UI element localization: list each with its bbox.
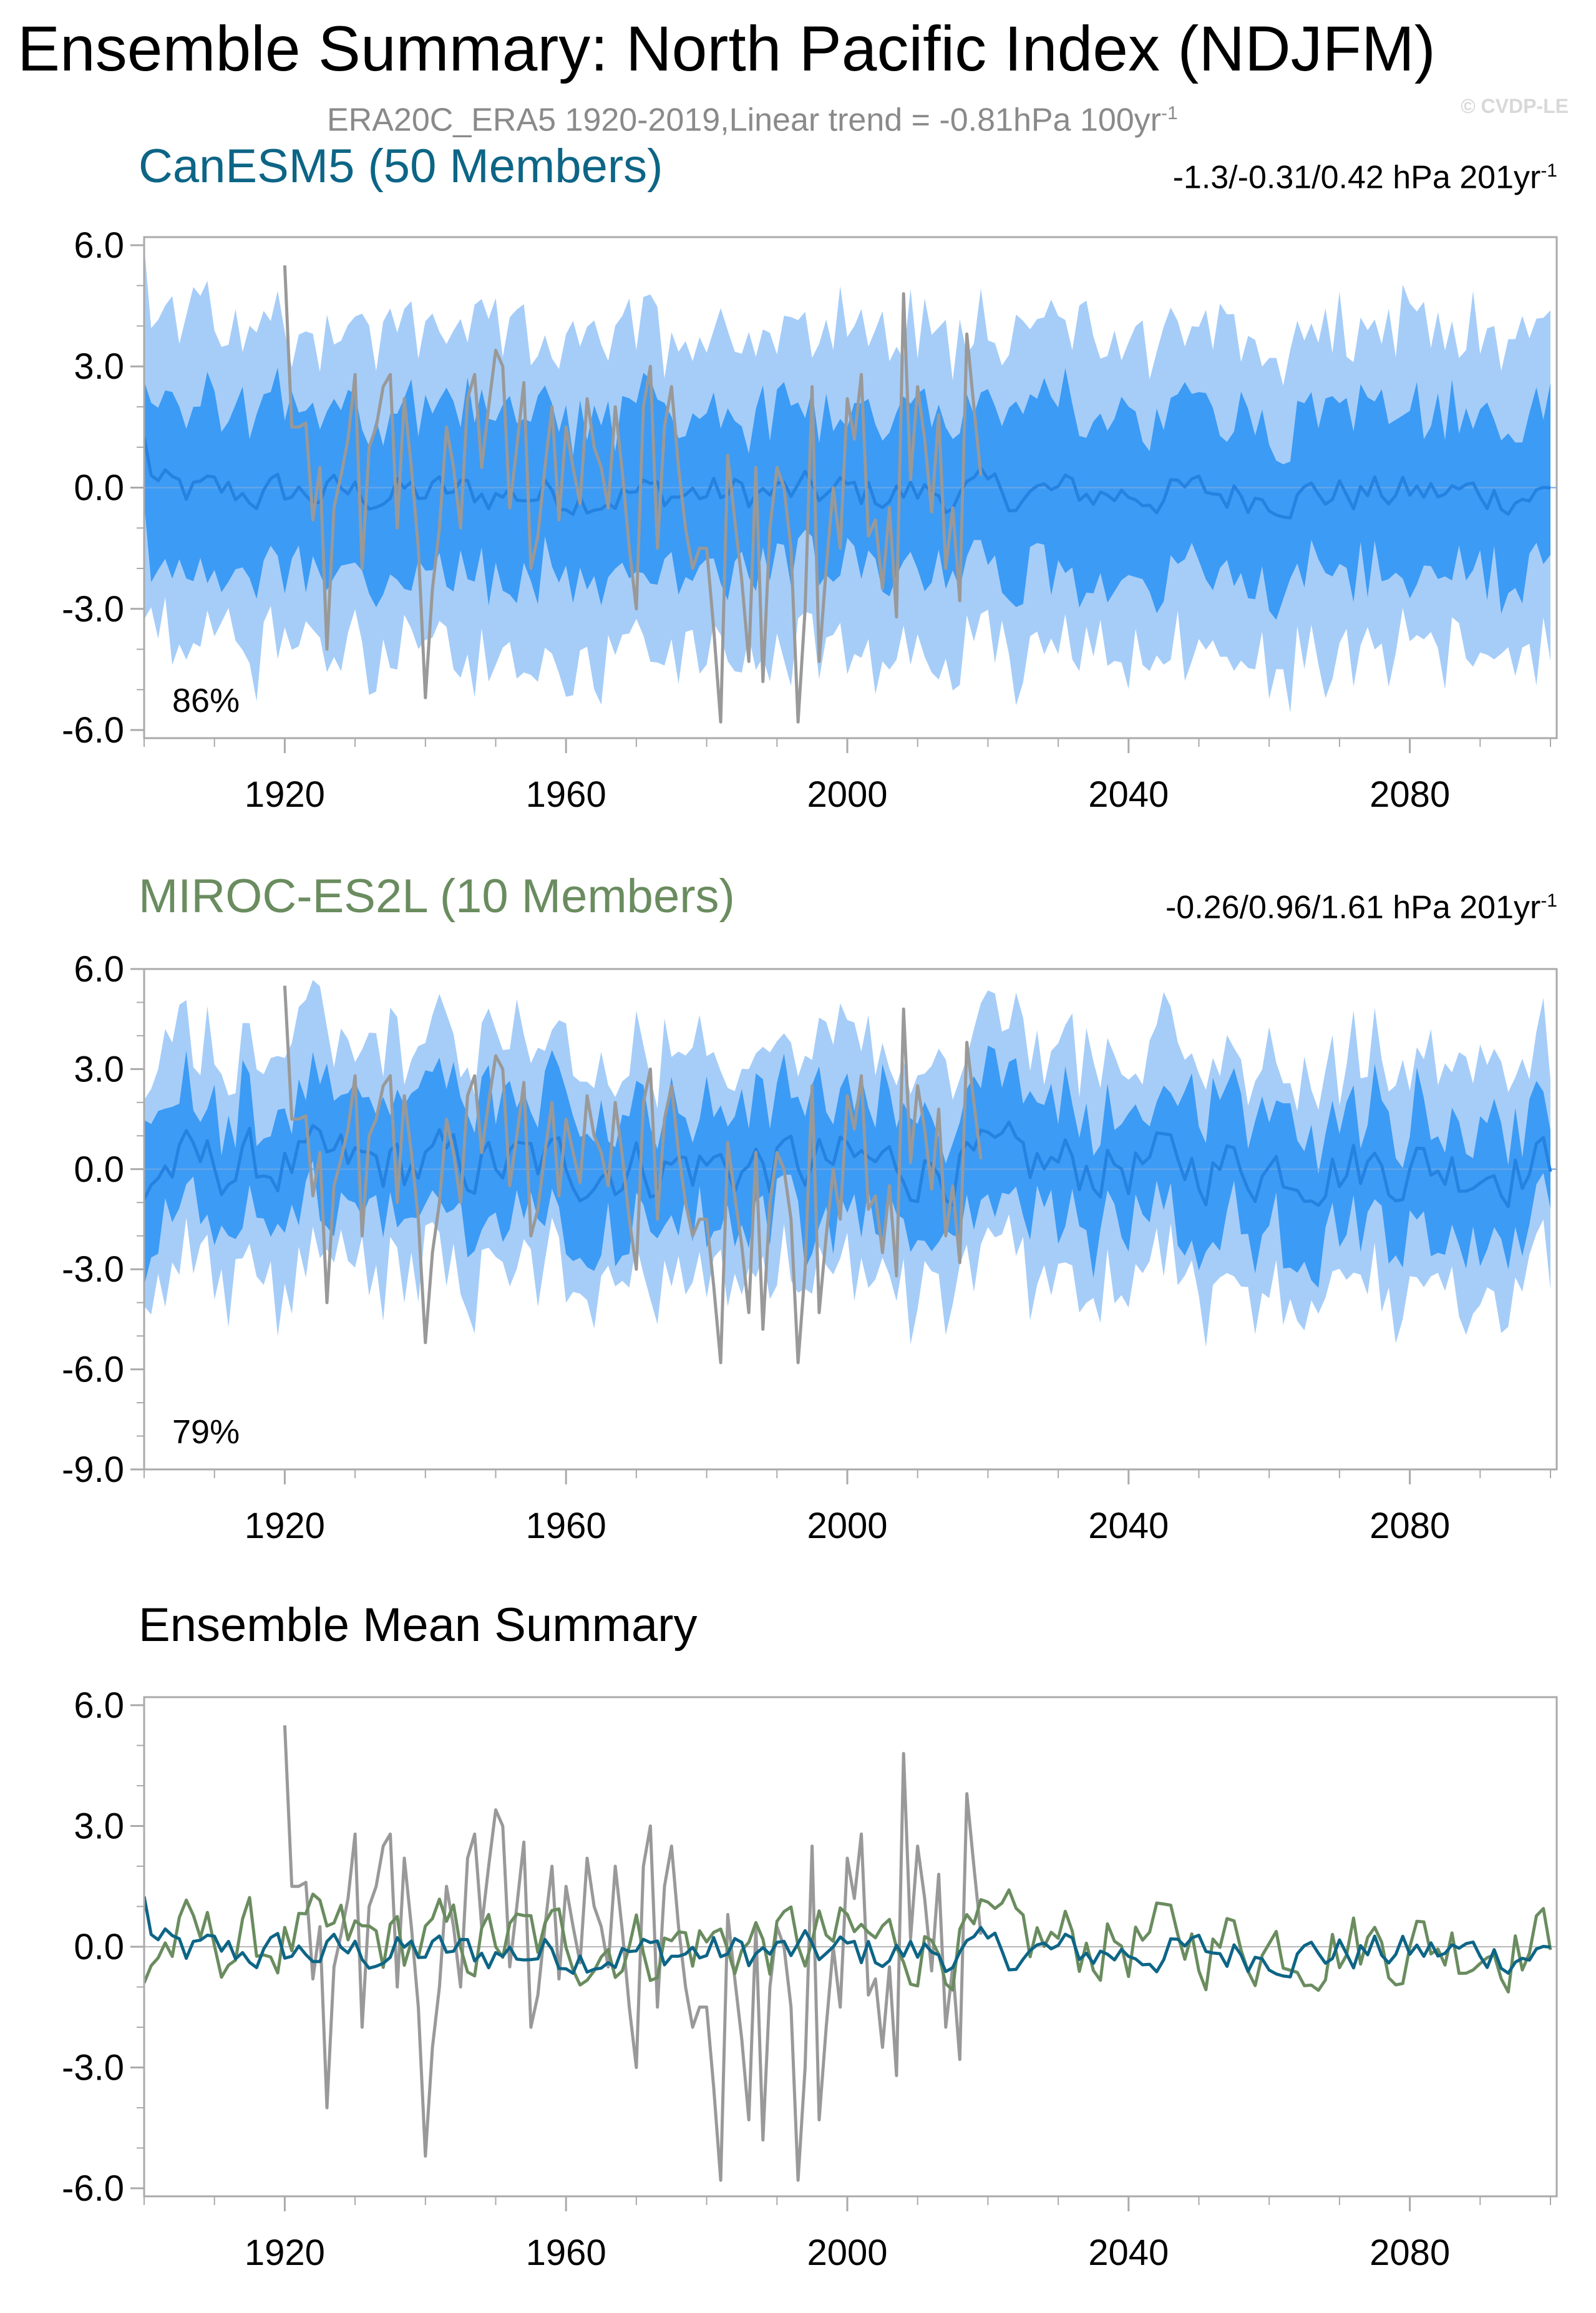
y-tick-label: 6.0 (74, 949, 124, 990)
x-tick-label: 2040 (1088, 2233, 1169, 2273)
trend-text: -0.26/0.96/1.61 hPa 201yr (1165, 889, 1541, 926)
y-tick-label: -3.0 (62, 1249, 124, 1290)
x-tick-label: 1960 (526, 2233, 606, 2273)
trend-superscript: -1 (1540, 890, 1557, 911)
percent-label: 86% (172, 682, 240, 719)
panel-ensemble-mean: 6.0 3.0 0.0 -3.0 -6.0 1920 1960 2000 2040 2080 (62, 1685, 1558, 2273)
x-tick-label: 2080 (1370, 2233, 1450, 2273)
x-tick-label: 1960 (526, 774, 606, 815)
panel-title-canesm5: CanESM5 (50 Members) (139, 140, 663, 193)
y-tick-label: -3.0 (62, 2048, 124, 2088)
panel-title-miroc: MIROC-ES2L (10 Members) (139, 870, 735, 923)
y-tick-label: -6.0 (62, 1350, 124, 1390)
inner-range-band (144, 1045, 1550, 1288)
y-tick-label: 0.0 (74, 1927, 124, 1967)
x-tick-label: 2000 (807, 2233, 887, 2273)
figure-title: Ensemble Summary: North Pacific Index (N… (17, 13, 1436, 84)
x-tick-label: 1920 (245, 774, 325, 815)
x-tick-label: 2040 (1088, 1506, 1169, 1546)
inner-range-band (144, 368, 1550, 620)
y-tick-label: 3.0 (74, 1806, 124, 1846)
x-tick-label: 2000 (807, 1506, 887, 1546)
panel-trend-miroc: -0.26/0.96/1.61 hPa 201yr-1 (1165, 881, 1557, 927)
y-tick-label: 6.0 (74, 1685, 124, 1726)
y-tick-label: -6.0 (62, 710, 124, 751)
x-tick-label: 1920 (245, 1506, 325, 1546)
percent-label: 79% (172, 1413, 240, 1451)
x-tick-label: 1960 (526, 1506, 606, 1546)
plot-frame (143, 968, 1558, 1471)
y-tick-label: -6.0 (62, 2168, 124, 2209)
watermark: © CVDP-LE (1461, 95, 1569, 117)
x-tick-label: 2040 (1088, 774, 1169, 815)
trend-superscript: -1 (1540, 160, 1557, 181)
panel-title-ensemble-mean: Ensemble Mean Summary (139, 1599, 698, 1652)
plot-area-canesm5 (144, 245, 1557, 724)
panel-canesm5: 6.0 3.0 0.0 -3.0 -6.0 1920 1960 2000 2040 2080 86% (62, 225, 1558, 815)
observed-line (283, 1725, 983, 2182)
y-tick-label: -9.0 (62, 1449, 124, 1490)
x-tick-label: 2000 (807, 774, 887, 815)
miroc-mean-line (144, 1888, 1552, 1994)
y-tick-label: 3.0 (74, 1049, 124, 1089)
observed-line (283, 985, 983, 1365)
subtitle-text: ERA20C_ERA5 1920-2019,Linear trend = -0.… (327, 102, 1161, 139)
y-tick-label: -3.0 (62, 589, 124, 630)
y-tick-label: 6.0 (74, 225, 124, 266)
panel-trend-canesm5: -1.3/-0.31/0.42 hPa 201yr-1 (1173, 151, 1557, 197)
subtitle-superscript: -1 (1161, 103, 1178, 124)
y-tick-label: 0.0 (74, 468, 124, 509)
y-tick-label: 0.0 (74, 1149, 124, 1190)
panel-miroc: 6.0 3.0 0.0 -3.0 -6.0 -9.0 1920 1960 2000 2040 208… (62, 949, 1558, 1546)
canesm5-mean-line (144, 1896, 1551, 1979)
plot-area-ensemble-mean (144, 1725, 1557, 2182)
observed-line (283, 265, 983, 724)
x-tick-label: 2080 (1370, 774, 1450, 815)
x-tick-label: 2080 (1370, 1506, 1450, 1546)
x-tick-label: 1920 (245, 2233, 325, 2273)
plot-area-miroc (144, 980, 1557, 1365)
ensemble-mean-line (144, 437, 1551, 520)
ensemble-mean-line (144, 1120, 1552, 1209)
trend-text: -1.3/-0.31/0.42 hPa 201yr (1172, 159, 1541, 196)
y-tick-label: 3.0 (74, 346, 124, 387)
figure-subtitle: ERA20C_ERA5 1920-2019,Linear trend = -0.… (327, 94, 1178, 140)
